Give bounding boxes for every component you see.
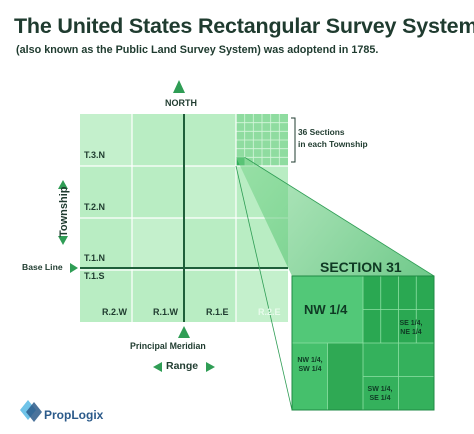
range-col-label: R.2.W: [102, 307, 128, 317]
se-ne-label-line2: NE 1/4: [400, 329, 422, 336]
principal-meridian-label: Principal Meridian: [130, 341, 206, 351]
page-subtitle: (also known as the Public Land Survey Sy…: [16, 44, 379, 56]
section-31-title: SECTION 31: [320, 259, 402, 275]
nw-sw-label-line1: NW 1/4,: [297, 357, 323, 364]
range-right-arrow-icon: [206, 362, 215, 372]
section-subdivisions: [292, 276, 434, 410]
range-left-arrow-icon: [153, 362, 162, 372]
township-row-label: T.1.S: [84, 271, 105, 281]
principal-meridian-arrow-icon: [178, 326, 190, 338]
north-arrow-icon: [173, 80, 185, 93]
nw-sw-label-line2: SW 1/4: [298, 366, 322, 373]
brand-name[interactable]: PropLogix: [44, 408, 104, 422]
nw-quarter-label: NW 1/4: [304, 302, 348, 317]
proplogix-logo-icon: [20, 400, 42, 422]
sw-se-label-line2: SE 1/4: [369, 395, 391, 402]
range-col-label: R.1.E: [206, 307, 229, 317]
north-label: NORTH: [165, 98, 197, 108]
township-row-label: T.2.N: [84, 202, 106, 212]
base-line-arrow-icon: [70, 263, 78, 273]
sw-se-label-line1: SW 1/4,: [367, 386, 393, 393]
range-col-label: R.1.W: [153, 307, 179, 317]
township-row-label: T.3.N: [84, 150, 106, 160]
page-title: The United States Rectangular Survey Sys…: [14, 14, 474, 38]
base-line-label: Base Line: [22, 262, 63, 272]
range-axis-label: Range: [166, 360, 199, 372]
sections-callout-line2: in each Township: [298, 139, 368, 149]
range-col-label: R.2.E: [258, 307, 281, 317]
se-ne-label-line1: SE 1/4,: [399, 320, 423, 327]
sections-callout-bracket: [291, 117, 296, 163]
township-down-arrow-icon: [58, 236, 68, 245]
township-up-arrow-icon: [58, 180, 68, 189]
township-axis-label: Township: [58, 186, 70, 237]
sections-callout-line1: 36 Sections: [298, 127, 345, 137]
township-row-label: T.1.N: [84, 253, 106, 263]
